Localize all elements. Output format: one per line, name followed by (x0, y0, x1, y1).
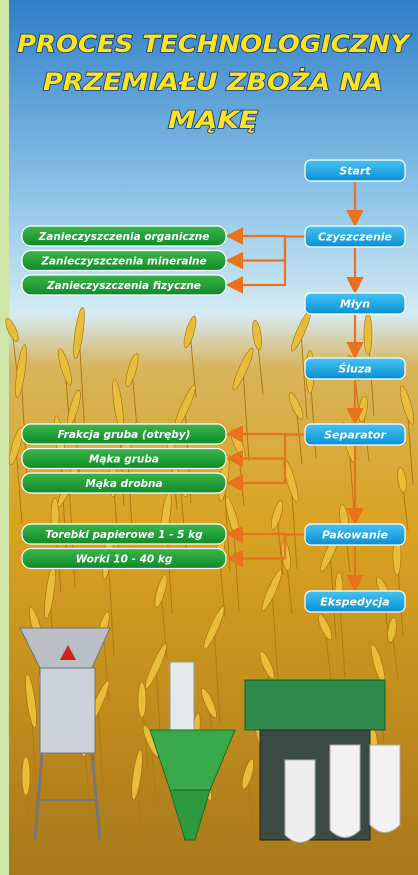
output-label: Worki 10 - 40 kg (76, 554, 173, 566)
title-line: PROCES TECHNOLOGICZNY (17, 30, 412, 58)
poster: PROCES TECHNOLOGICZNY PRZEMIAŁU ZBOŻA NA M… (0, 0, 418, 875)
output-label: Zanieczyszczenia organiczne (38, 231, 210, 243)
step-label: Pakowanie (322, 529, 388, 542)
step-label: Start (339, 165, 371, 178)
output-arrow (230, 434, 285, 435)
title-line: MĄKĘ (168, 106, 259, 134)
output-label: Mąka drobna (85, 478, 162, 490)
output-label: Mąka gruba (89, 454, 159, 466)
step-label: Ekspedycja (320, 596, 389, 609)
step-label: Śluza (338, 363, 371, 376)
ear (22, 757, 30, 796)
step-label: Młyn (340, 298, 370, 311)
left-border (0, 0, 9, 875)
output-label: Zanieczyszczenia mineralne (40, 256, 206, 268)
step-label: Separator (324, 429, 386, 442)
ear (138, 683, 146, 718)
output-arrow (230, 534, 285, 535)
title-line: PRZEMIAŁU ZBOŻA NA (43, 67, 383, 96)
output-label: Frakcja gruba (otręby) (58, 429, 191, 441)
output-label: Torebki papierowe 1 - 5 kg (45, 529, 203, 541)
output-arrow (230, 236, 285, 237)
step-label: Czyszczenie (318, 231, 393, 244)
output-label: Zanieczyszczenia fizyczne (46, 280, 201, 292)
ear (364, 314, 372, 355)
